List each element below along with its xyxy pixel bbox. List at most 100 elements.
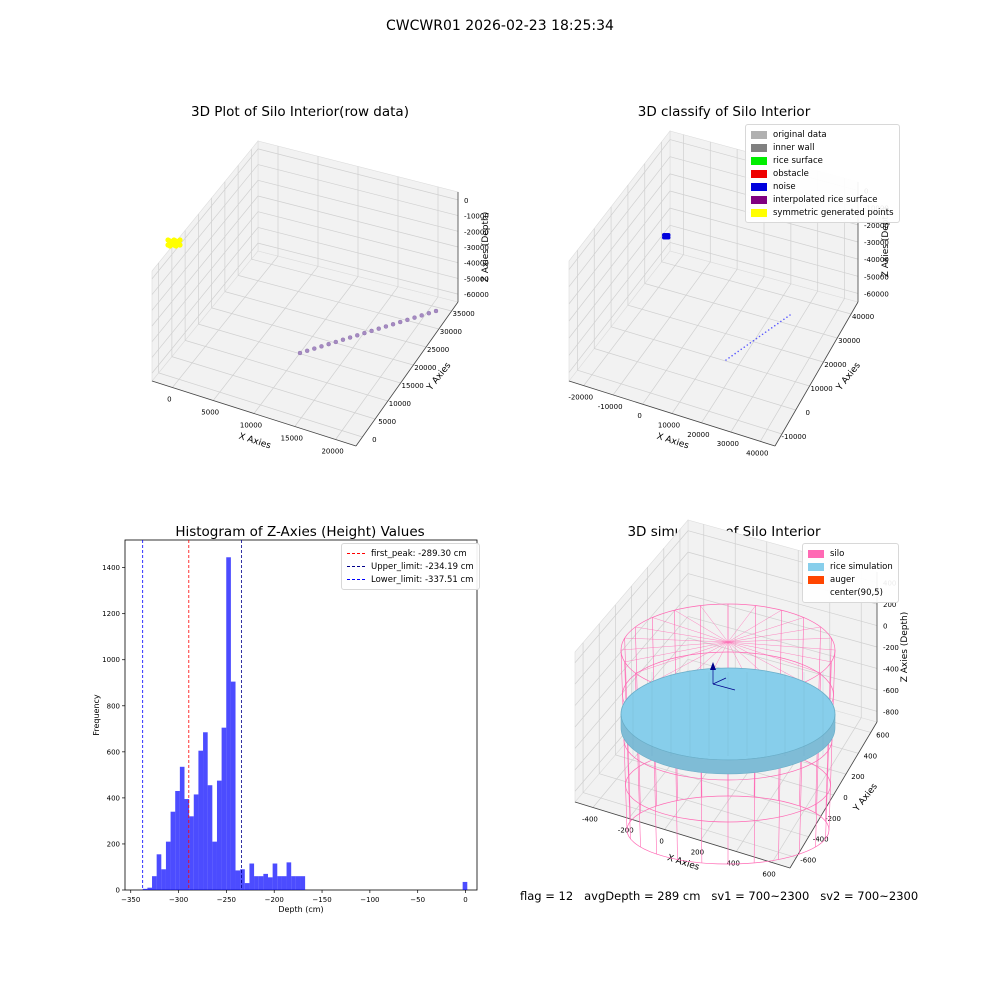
data-point xyxy=(398,319,403,325)
data-point xyxy=(731,354,733,357)
z-axis-label: Z Axies (Depth) xyxy=(881,207,891,278)
silo-strut xyxy=(624,661,631,839)
grid-line xyxy=(582,792,797,858)
data-point xyxy=(297,350,303,356)
legend-entry: silo xyxy=(808,547,893,560)
y-tick-label: 0 xyxy=(116,887,120,895)
x-tick-label: −300 xyxy=(169,896,188,904)
data-point xyxy=(764,331,767,333)
legend-swatch xyxy=(808,549,824,558)
legend-label: noise xyxy=(773,181,796,192)
z-tick-label: 0 xyxy=(883,623,887,631)
grid-line xyxy=(257,164,459,216)
data-point xyxy=(728,357,730,359)
x-tick-label: 5000 xyxy=(201,409,219,417)
grid-line xyxy=(335,296,439,440)
legend-entry: center(90,5) xyxy=(808,586,893,599)
y-axis-label: Frequency xyxy=(92,694,101,736)
center-marker xyxy=(710,662,716,670)
grid-line xyxy=(158,372,363,438)
grid-line xyxy=(568,190,671,322)
data-point xyxy=(312,346,317,351)
x-axis-line xyxy=(568,380,776,447)
data-point xyxy=(746,344,749,346)
data-point xyxy=(177,237,183,243)
histogram-bar xyxy=(281,876,287,890)
y-tick-label: 20000 xyxy=(824,361,846,369)
y-tick-label: -10000 xyxy=(782,433,807,441)
silo-roof-line xyxy=(624,637,729,643)
y-tick-label: 20000 xyxy=(414,364,436,372)
histogram-bar xyxy=(226,557,231,890)
legend-entry: Lower_limit: -337.51 cm xyxy=(347,573,474,586)
data-point xyxy=(740,348,743,351)
legend-entry: rice surface xyxy=(751,154,894,167)
legend-entry: rice simulation xyxy=(808,560,893,573)
data-point xyxy=(319,344,324,349)
x-tick-label: 0 xyxy=(637,412,641,420)
data-point xyxy=(761,333,764,336)
grid-line xyxy=(687,573,878,626)
x-axis-line xyxy=(151,380,357,447)
data-point xyxy=(433,308,439,314)
grid-line xyxy=(594,348,796,411)
grid-line xyxy=(211,307,414,366)
grid-line xyxy=(599,773,809,838)
x-tick-label: 10000 xyxy=(240,422,262,430)
data-point xyxy=(773,324,776,327)
legend-entry: interpolated rice surface xyxy=(751,193,894,206)
legend-swatch xyxy=(751,169,767,178)
data-point xyxy=(355,333,360,338)
legend-label: Lower_limit: -337.51 cm xyxy=(371,574,474,585)
data-point xyxy=(369,328,374,334)
legend-label: auger xyxy=(830,574,855,585)
y-tick-label: 5000 xyxy=(378,418,396,426)
histogram-bar xyxy=(184,799,190,890)
data-point xyxy=(752,339,755,342)
data-point xyxy=(383,324,389,329)
data-point xyxy=(743,346,746,348)
z-tick-label: -50000 xyxy=(864,273,889,281)
legend-entry: Upper_limit: -234.19 cm xyxy=(347,560,474,573)
data-point xyxy=(426,311,432,316)
silo-roof-line xyxy=(652,617,729,643)
legend-swatch xyxy=(751,182,767,191)
x-tick-label: 15000 xyxy=(281,435,303,443)
legend-swatch xyxy=(751,130,767,139)
x-tick-label: −150 xyxy=(312,896,331,904)
histogram-bar xyxy=(249,863,255,890)
legend-label: original data xyxy=(773,129,827,140)
grid-line xyxy=(669,242,859,294)
silo-roof-line xyxy=(700,605,729,643)
z-tick-label: -30000 xyxy=(464,244,489,252)
grid-line xyxy=(151,148,259,280)
y-tick-label: 30000 xyxy=(440,328,462,336)
histogram-bar xyxy=(152,876,157,890)
histogram-bar xyxy=(221,727,227,890)
x-tick-label: 40000 xyxy=(746,449,768,457)
legend-line xyxy=(347,553,365,554)
y-tick-label: -600 xyxy=(800,857,816,865)
x-axis-label: X Axies xyxy=(655,432,690,452)
x-tick-label: 0 xyxy=(463,896,467,904)
grid-line xyxy=(257,242,459,295)
panel2-legend: original data inner wall rice surface obsta… xyxy=(745,124,900,223)
y-tick-label: 1400 xyxy=(102,564,120,572)
y-tick-label: 600 xyxy=(107,748,120,756)
data-point xyxy=(734,352,736,355)
panel3-legend: first_peak: -289.30 cm Upper_limit: -234.… xyxy=(341,543,480,590)
data-point xyxy=(786,316,788,318)
x-tick-label: −200 xyxy=(265,896,284,904)
y-tick-label: -400 xyxy=(813,836,829,844)
data-point xyxy=(737,350,739,353)
grid-line xyxy=(730,290,819,433)
x-tick-label: -200 xyxy=(618,827,634,835)
x-tick-label: −50 xyxy=(410,896,425,904)
panel1-3d-scatter: 0 5000 10000 15000 20000 0 5000 10000 15000 20000… xyxy=(151,140,491,456)
x-tick-label: −100 xyxy=(360,896,379,904)
grid-line xyxy=(627,304,824,363)
z-tick-label: -10000 xyxy=(464,213,489,221)
figure-suptitle: CWCWR01 2026-02-23 18:25:34 xyxy=(386,18,614,34)
y-tick-label: 35000 xyxy=(452,310,474,318)
y-tick-label: 10000 xyxy=(389,400,411,408)
